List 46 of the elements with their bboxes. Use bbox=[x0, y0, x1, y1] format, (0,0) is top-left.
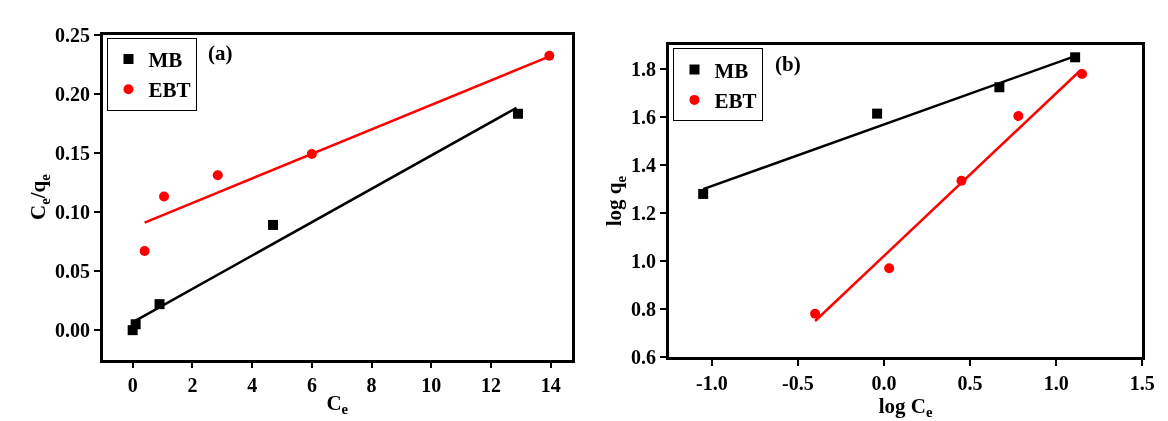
y-tick-label: 0.05 bbox=[55, 260, 91, 283]
y-tick-label: 1.2 bbox=[630, 202, 656, 225]
y-tick-label: 0.10 bbox=[55, 200, 91, 223]
point bbox=[884, 263, 895, 274]
point bbox=[159, 191, 170, 202]
x-tick-label: 6 bbox=[306, 374, 317, 397]
x-tick-label: 0 bbox=[127, 374, 138, 397]
x-tick-label: 0.0 bbox=[871, 371, 897, 394]
y-tick-label: 0.8 bbox=[630, 297, 656, 320]
legend-label: EBT bbox=[148, 78, 191, 103]
x-tick-label: 1.0 bbox=[1043, 371, 1069, 394]
point bbox=[810, 308, 821, 319]
point bbox=[268, 219, 279, 230]
x-tick-label: 0.5 bbox=[957, 371, 983, 394]
legend-label: MB bbox=[148, 48, 183, 73]
legend-label: MB bbox=[714, 58, 749, 83]
point bbox=[512, 108, 523, 119]
x-axis-title: C$_{e}$ bbox=[326, 390, 349, 418]
x-tick-label: 1.5 bbox=[1129, 371, 1155, 394]
y-tick-label: 1.6 bbox=[630, 106, 656, 129]
y-tick-label: 1.4 bbox=[630, 154, 656, 177]
y-tick-label: 1.0 bbox=[630, 250, 656, 273]
x-tick-label: 4 bbox=[247, 374, 258, 397]
point bbox=[1013, 111, 1024, 122]
y-tick-label: 1.8 bbox=[630, 58, 656, 81]
annotation: (a) bbox=[208, 41, 233, 65]
x-tick-label: 14 bbox=[540, 374, 561, 397]
point bbox=[872, 108, 883, 119]
y-tick-label: 0.00 bbox=[55, 319, 91, 342]
point bbox=[698, 188, 709, 199]
y-tick-label: 0.25 bbox=[55, 23, 91, 46]
y-tick-label: 0.20 bbox=[55, 82, 91, 105]
point bbox=[139, 245, 150, 256]
x-tick-label: 12 bbox=[481, 374, 502, 397]
x-tick-label: -0.5 bbox=[782, 371, 814, 394]
x-tick-label: 2 bbox=[187, 374, 198, 397]
x-tick-label: 10 bbox=[421, 374, 442, 397]
x-tick-label: 8 bbox=[366, 374, 377, 397]
point bbox=[212, 170, 223, 181]
x-axis-title: log C$_{e}$ bbox=[878, 393, 933, 421]
annotation: (b) bbox=[775, 52, 801, 76]
y-tick-label: 0.15 bbox=[55, 141, 91, 164]
x-tick-label: -1.0 bbox=[695, 371, 728, 394]
point bbox=[130, 319, 141, 330]
y-tick-label: 0.6 bbox=[630, 345, 656, 368]
legend-label: EBT bbox=[714, 89, 757, 114]
